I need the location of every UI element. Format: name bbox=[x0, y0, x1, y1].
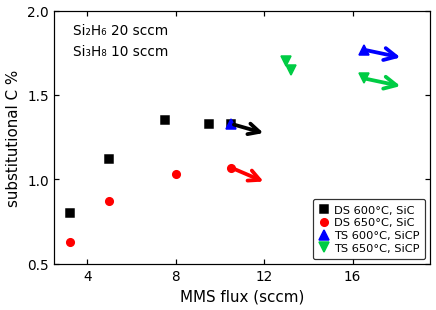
DS 600°C, SiC bbox=[206, 122, 211, 126]
DS 600°C, SiC bbox=[228, 122, 234, 126]
Y-axis label: substitutional C %: substitutional C % bbox=[6, 69, 21, 206]
DS 600°C, SiC bbox=[67, 211, 72, 215]
Line: DS 600°C, SiC: DS 600°C, SiC bbox=[66, 117, 235, 217]
TS 650°C, SiCP bbox=[361, 77, 366, 81]
Line: TS 600°C, SiCP: TS 600°C, SiCP bbox=[226, 45, 369, 130]
DS 600°C, SiC bbox=[107, 157, 112, 161]
TS 650°C, SiCP bbox=[284, 60, 289, 64]
DS 650°C, SiC bbox=[173, 173, 178, 176]
Text: Si₂H₆ 20 sccm
Si₃H₈ 10 sccm: Si₂H₆ 20 sccm Si₃H₈ 10 sccm bbox=[73, 24, 168, 59]
DS 650°C, SiC bbox=[228, 166, 234, 170]
X-axis label: MMS flux (sccm): MMS flux (sccm) bbox=[180, 289, 304, 304]
TS 600°C, SiCP bbox=[361, 48, 366, 52]
Line: DS 650°C, SiC: DS 650°C, SiC bbox=[66, 164, 235, 246]
Line: TS 650°C, SiCP: TS 650°C, SiCP bbox=[281, 57, 369, 84]
DS 600°C, SiC bbox=[162, 119, 167, 123]
DS 650°C, SiC bbox=[67, 240, 72, 244]
TS 600°C, SiCP bbox=[228, 122, 234, 126]
DS 650°C, SiC bbox=[107, 200, 112, 203]
TS 650°C, SiCP bbox=[288, 69, 293, 72]
Legend: DS 600°C, SiC, DS 650°C, SiC, TS 600°C, SiCP, TS 650°C, SiCP: DS 600°C, SiC, DS 650°C, SiC, TS 600°C, … bbox=[313, 199, 426, 259]
